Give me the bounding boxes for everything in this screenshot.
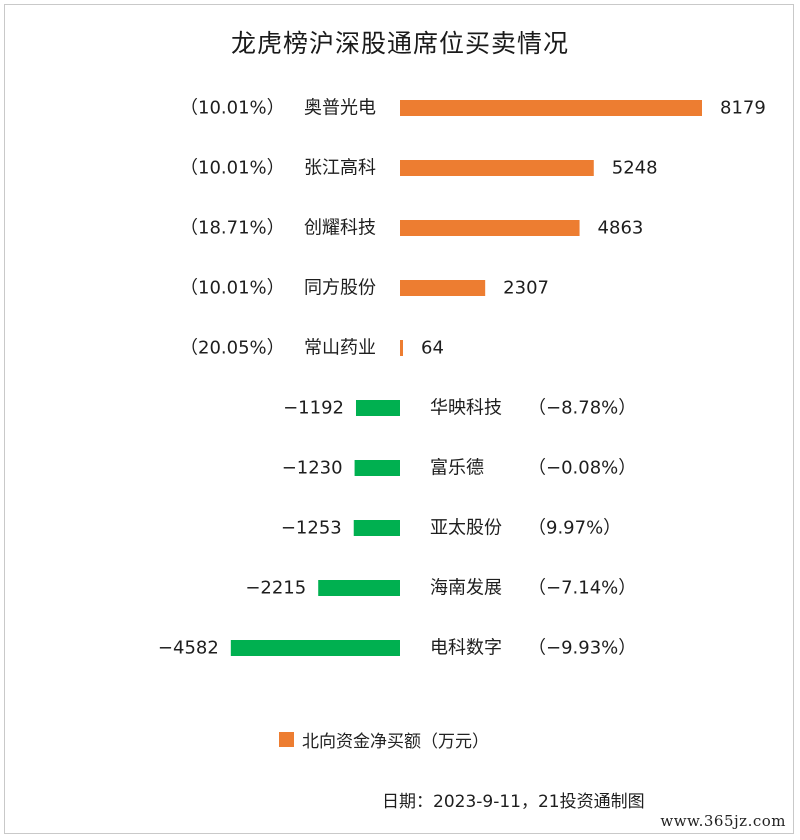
legend-label: 北向资金净买额（万元） bbox=[302, 732, 489, 752]
percent-label: （−7.14%） bbox=[528, 578, 636, 599]
value-label: −1253 bbox=[281, 518, 342, 539]
chart-title: 龙虎榜沪深股通席位买卖情况 bbox=[230, 29, 569, 58]
percent-label: （9.97%） bbox=[528, 518, 621, 539]
bar bbox=[400, 280, 486, 296]
watermark: www.365jz.com bbox=[660, 812, 786, 830]
bar-chart: 8179 奥普光电 （10.01%） 5248 张江高科 （10.01%） 4863 创耀科技… bbox=[158, 98, 766, 659]
percent-label: （10.01%） bbox=[180, 158, 285, 179]
category-label: 创耀科技 bbox=[304, 218, 376, 239]
value-label: −1192 bbox=[283, 398, 344, 419]
value-label: 64 bbox=[421, 338, 444, 359]
category-label: 亚太股份 bbox=[430, 518, 502, 539]
bar bbox=[400, 220, 580, 236]
percent-label: （10.01%） bbox=[180, 278, 285, 299]
value-label: −4582 bbox=[158, 638, 219, 659]
category-label: 华映科技 bbox=[430, 398, 502, 419]
bar bbox=[318, 580, 400, 596]
bar bbox=[400, 340, 403, 356]
source-note: 日期：2023-9-11，21投资通制图 bbox=[382, 792, 645, 812]
bar bbox=[354, 460, 400, 476]
value-label: 2307 bbox=[503, 278, 549, 299]
category-label: 常山药业 bbox=[304, 338, 376, 359]
value-label: −1230 bbox=[282, 458, 343, 479]
category-label: 张江高科 bbox=[304, 158, 376, 179]
value-label: 8179 bbox=[720, 98, 766, 119]
category-label: 奥普光电 bbox=[304, 98, 376, 119]
bar bbox=[355, 400, 400, 416]
category-label: 电科数字 bbox=[430, 638, 502, 659]
percent-label: （20.05%） bbox=[180, 338, 285, 359]
category-label: 同方股份 bbox=[304, 278, 376, 299]
legend: 北向资金净买额（万元） bbox=[279, 727, 489, 752]
legend-swatch-icon bbox=[279, 732, 294, 747]
value-label: −2215 bbox=[245, 578, 306, 599]
chart-frame bbox=[4, 4, 794, 834]
bar bbox=[230, 640, 400, 656]
percent-label: （−8.78%） bbox=[528, 398, 636, 419]
category-label: 富乐德 bbox=[430, 458, 484, 479]
percent-label: （10.01%） bbox=[180, 98, 285, 119]
percent-label: （−9.93%） bbox=[528, 638, 636, 659]
category-label: 海南发展 bbox=[430, 578, 502, 599]
bar bbox=[400, 100, 702, 116]
value-label: 5248 bbox=[612, 158, 658, 179]
bar bbox=[353, 520, 400, 536]
bar bbox=[400, 160, 594, 176]
percent-label: （−0.08%） bbox=[528, 458, 636, 479]
percent-label: （18.71%） bbox=[180, 218, 285, 239]
value-label: 4863 bbox=[598, 218, 644, 239]
